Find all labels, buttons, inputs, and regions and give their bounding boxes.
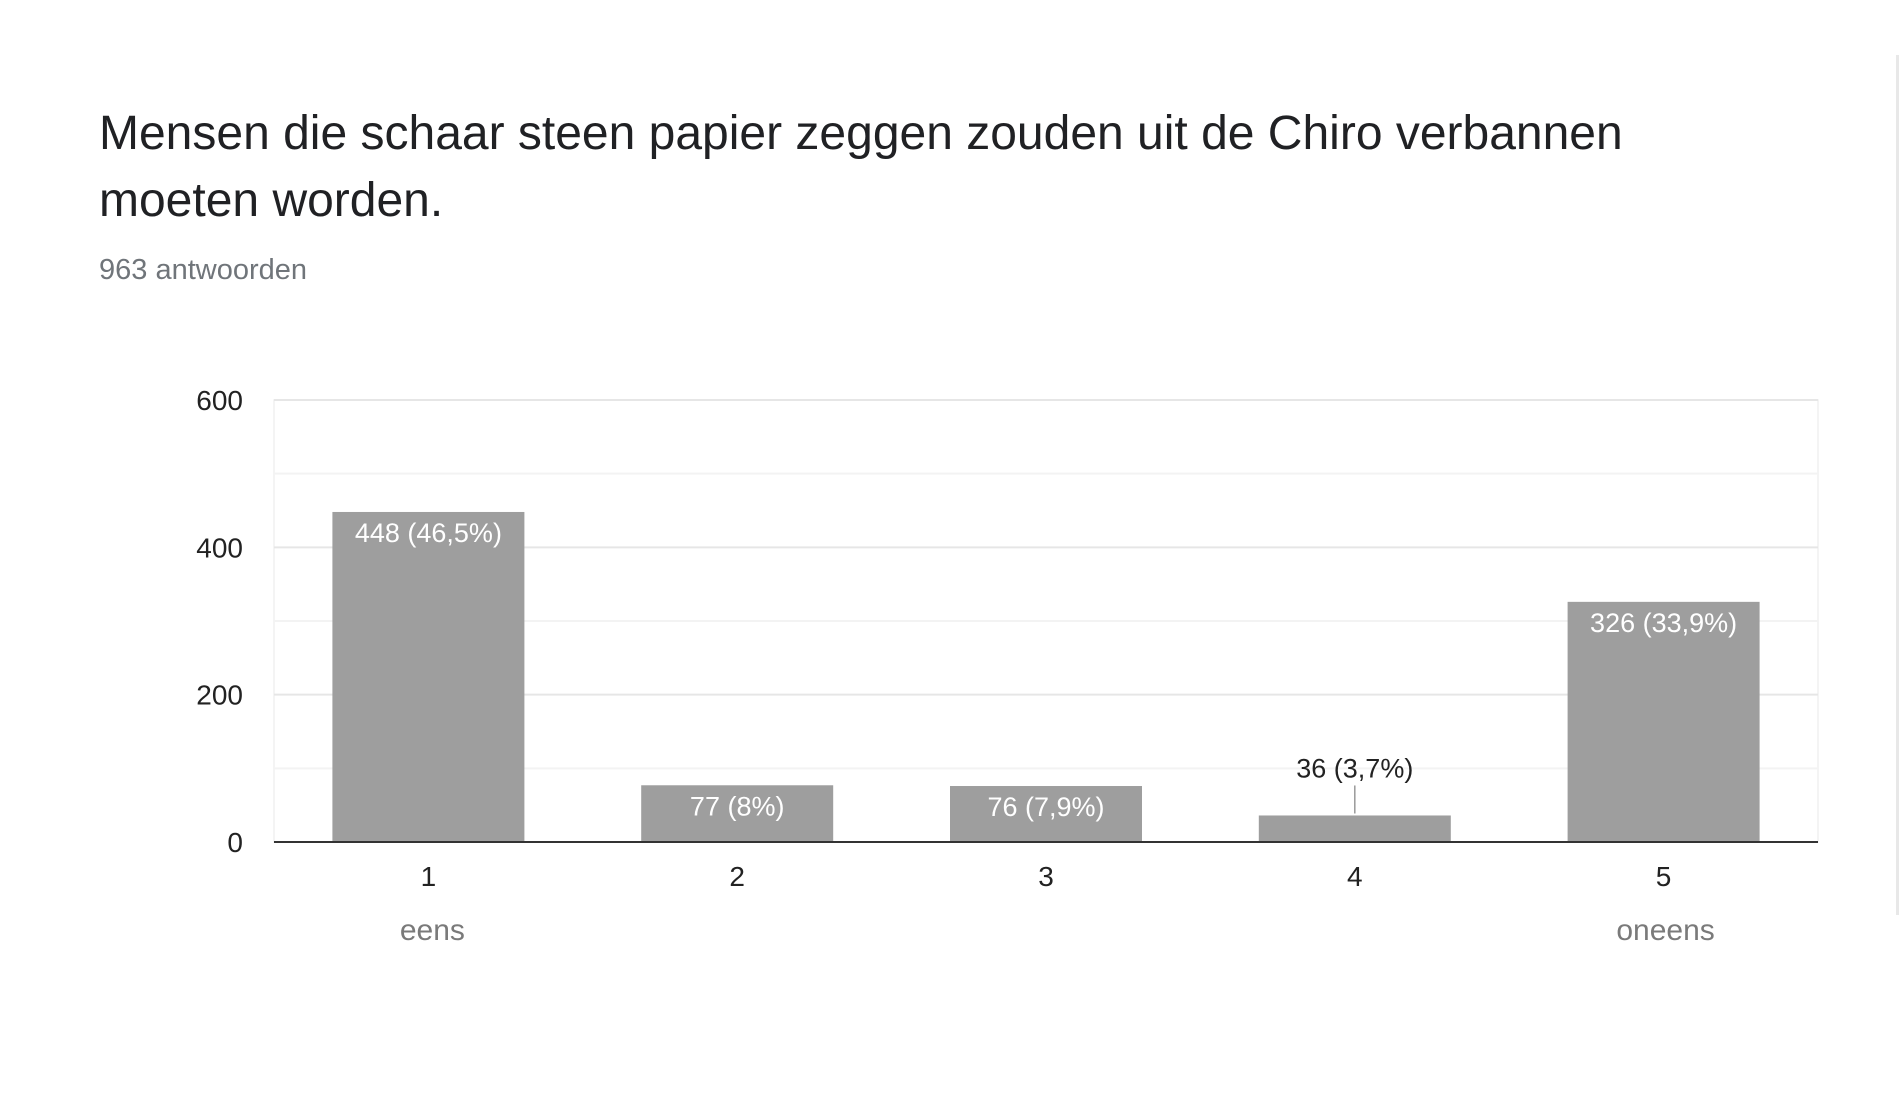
x-tick-label: 4 [1347,861,1363,892]
scale-label-high: oneens [1616,914,1714,947]
data-label: 77 (8%) [690,791,785,821]
bar [1567,601,1760,842]
y-tick-label: 0 [227,827,243,858]
bar [332,511,525,842]
x-tick-label: 5 [1656,861,1672,892]
bar [1258,815,1451,842]
y-tick-label: 200 [196,680,243,711]
data-label: 448 (46,5%) [355,518,502,548]
x-tick-label: 1 [421,861,437,892]
card-border [1896,55,1899,915]
scale-label-low: eens [400,914,465,947]
x-tick-label: 2 [729,861,745,892]
y-tick-label: 400 [196,532,243,563]
page-title: Mensen die schaar steen papier zeggen zo… [99,107,1623,227]
bar [641,785,834,842]
bar [950,786,1142,842]
x-tick-label: 3 [1038,861,1054,892]
data-label: 76 (7,9%) [987,792,1104,822]
response-count: 963 antwoorden [99,254,307,286]
data-label: 36 (3,7%) [1296,753,1413,783]
y-tick-label: 600 [196,385,243,416]
data-label: 326 (33,9%) [1590,608,1737,638]
